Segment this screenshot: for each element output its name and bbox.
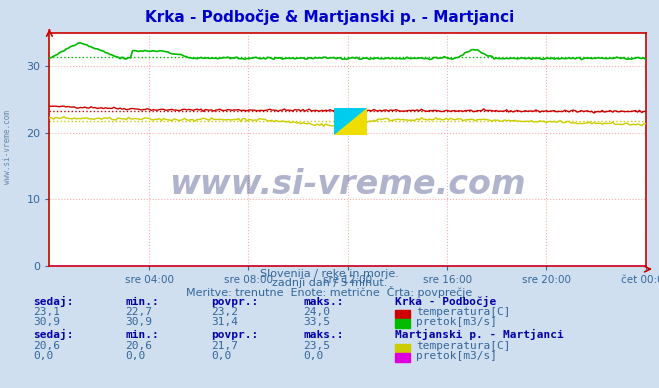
Text: Slovenija / reke in morje.: Slovenija / reke in morje. bbox=[260, 268, 399, 279]
Text: zadnji dan / 5 minut.: zadnji dan / 5 minut. bbox=[272, 278, 387, 288]
Polygon shape bbox=[335, 108, 351, 121]
Text: 0,0: 0,0 bbox=[33, 351, 53, 361]
Text: 30,9: 30,9 bbox=[33, 317, 60, 327]
Text: temperatura[C]: temperatura[C] bbox=[416, 341, 511, 351]
Text: 23,1: 23,1 bbox=[33, 307, 60, 317]
Polygon shape bbox=[335, 108, 367, 135]
Text: 21,7: 21,7 bbox=[211, 341, 238, 351]
Text: sedaj:: sedaj: bbox=[33, 329, 73, 340]
Text: Krka - Podbočje & Martjanski p. - Martjanci: Krka - Podbočje & Martjanski p. - Martja… bbox=[145, 9, 514, 26]
Text: 22,7: 22,7 bbox=[125, 307, 152, 317]
Polygon shape bbox=[335, 108, 367, 135]
Text: 0,0: 0,0 bbox=[125, 351, 146, 361]
Text: Martjanski p. - Martjanci: Martjanski p. - Martjanci bbox=[395, 329, 564, 340]
Text: www.si-vreme.com: www.si-vreme.com bbox=[169, 168, 526, 201]
Text: maks.:: maks.: bbox=[303, 296, 343, 307]
Text: pretok[m3/s]: pretok[m3/s] bbox=[416, 351, 498, 361]
Text: 23,5: 23,5 bbox=[303, 341, 330, 351]
Text: maks.:: maks.: bbox=[303, 330, 343, 340]
Text: min.:: min.: bbox=[125, 296, 159, 307]
Text: pretok[m3/s]: pretok[m3/s] bbox=[416, 317, 498, 327]
Text: 0,0: 0,0 bbox=[211, 351, 231, 361]
Text: www.si-vreme.com: www.si-vreme.com bbox=[3, 111, 13, 184]
Text: Krka - Podbočje: Krka - Podbočje bbox=[395, 296, 497, 307]
Text: Meritve: trenutne  Enote: metrične  Črta: povprečje: Meritve: trenutne Enote: metrične Črta: … bbox=[186, 286, 473, 298]
Text: 23,2: 23,2 bbox=[211, 307, 238, 317]
Text: 33,5: 33,5 bbox=[303, 317, 330, 327]
Text: temperatura[C]: temperatura[C] bbox=[416, 307, 511, 317]
Text: 24,0: 24,0 bbox=[303, 307, 330, 317]
Text: sedaj:: sedaj: bbox=[33, 296, 73, 307]
Text: povpr.:: povpr.: bbox=[211, 296, 258, 307]
Text: 31,4: 31,4 bbox=[211, 317, 238, 327]
Text: 20,6: 20,6 bbox=[33, 341, 60, 351]
Text: povpr.:: povpr.: bbox=[211, 330, 258, 340]
Text: min.:: min.: bbox=[125, 330, 159, 340]
Text: 0,0: 0,0 bbox=[303, 351, 324, 361]
Text: 20,6: 20,6 bbox=[125, 341, 152, 351]
Text: 30,9: 30,9 bbox=[125, 317, 152, 327]
